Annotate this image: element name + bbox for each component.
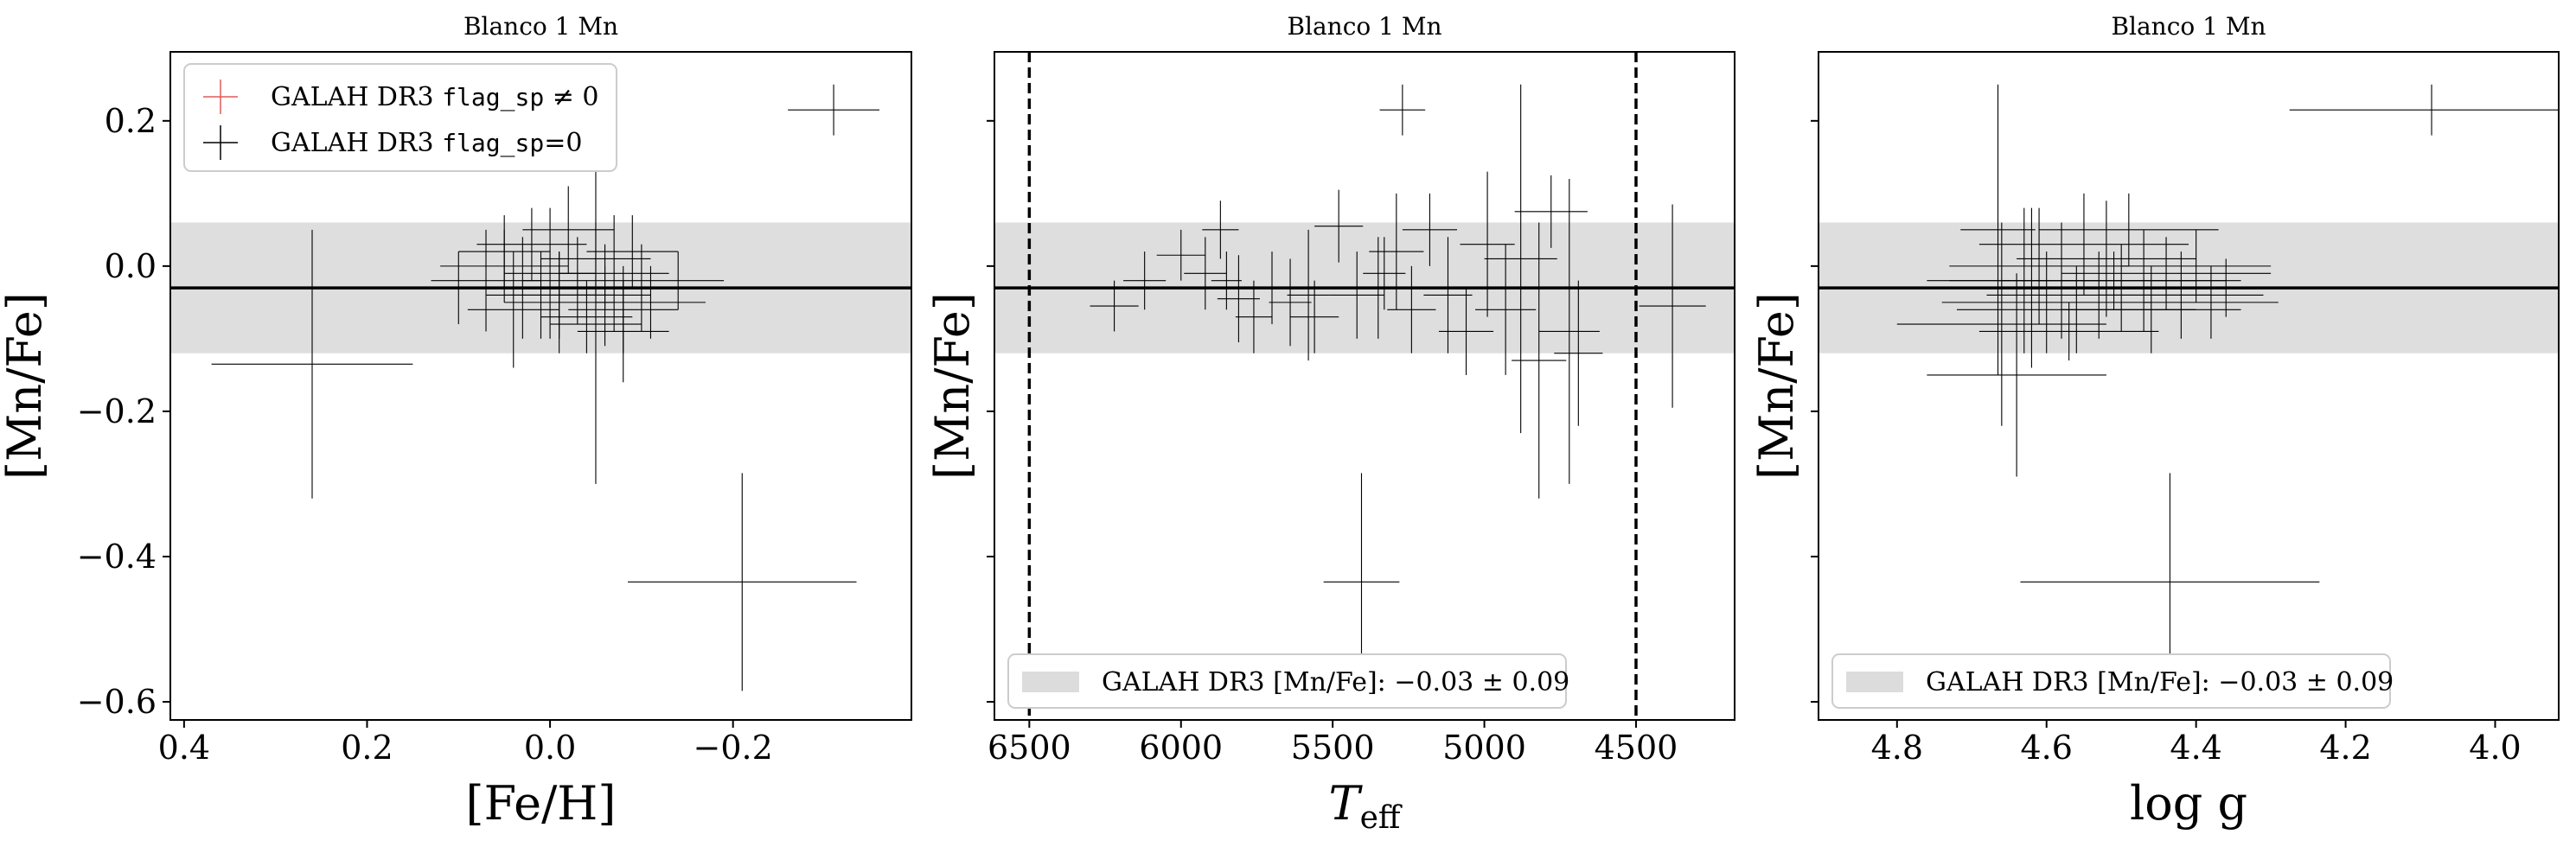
data-point xyxy=(467,252,559,368)
data-point xyxy=(628,473,857,691)
x-axis-label: log g xyxy=(2130,776,2247,831)
panel-1: 0.4 0.2 0.0 −0.2 0.2 0.0 −0.2 −0.4 −0.6 Blanco 1 … xyxy=(0,12,912,831)
data-point xyxy=(1402,193,1457,266)
x-tick-label: 6000 xyxy=(1139,729,1223,767)
data-point xyxy=(577,280,669,383)
x-tick-label: 4.0 xyxy=(2469,729,2521,767)
data-point xyxy=(1438,288,1494,375)
data-point xyxy=(1290,280,1339,353)
legend-box xyxy=(1831,653,2391,709)
axes-frame xyxy=(1818,51,2560,721)
data-point xyxy=(1512,222,1567,499)
data-point xyxy=(1156,229,1205,281)
data-point xyxy=(1475,244,1537,375)
data-point xyxy=(1379,84,1426,136)
data-point xyxy=(211,229,413,499)
data-point xyxy=(1538,179,1600,484)
data-point xyxy=(1941,252,2151,353)
data-point xyxy=(1960,84,2036,375)
plot-area xyxy=(994,52,1735,720)
data-point xyxy=(1978,302,2159,361)
panel-title: Blanco 1 Mn xyxy=(463,12,618,41)
x-tick-label: 0.4 xyxy=(158,729,210,767)
data-point xyxy=(1363,237,1406,310)
data-point xyxy=(1639,204,1706,408)
x-tick-label: 0.2 xyxy=(341,729,393,767)
x-tick-label: −0.2 xyxy=(694,729,773,767)
data-point xyxy=(1202,201,1239,259)
legend: GALAH DR3 [Mn/Fe]: −0.03 ± 0.09 xyxy=(1007,653,1569,709)
y-axis-label: [Mn/Fe] xyxy=(0,292,52,480)
data-point xyxy=(1184,237,1227,310)
data-point xyxy=(1314,189,1364,263)
x-tick-label: 5500 xyxy=(1291,729,1375,767)
data-point xyxy=(788,84,879,136)
data-point xyxy=(1423,237,1473,353)
plot-area xyxy=(1819,84,2559,691)
data-point xyxy=(540,280,633,353)
y-tick-label: 0.2 xyxy=(105,102,157,140)
legend-box xyxy=(1007,653,1567,709)
data-point xyxy=(2001,252,2227,310)
legend-label: GALAH DR3 [Mn/Fe]: −0.03 ± 0.09 xyxy=(1102,667,1569,697)
data-point xyxy=(550,164,642,484)
legend-label: GALAH DR3 flag_sp=0 xyxy=(271,128,582,158)
data-point xyxy=(632,252,725,310)
panel-3: 4.8 4.6 4.4 4.2 4.0 Blanco 1 Mn log g [Mn/Fe] GA… xyxy=(1749,12,2560,831)
panel-title: Blanco 1 Mn xyxy=(1287,12,1441,41)
legend-swatch xyxy=(1022,672,1079,692)
data-point xyxy=(1217,255,1260,343)
data-point xyxy=(1211,252,1242,310)
legend-box xyxy=(183,63,617,172)
x-tick-label: 5000 xyxy=(1442,729,1526,767)
data-point xyxy=(1978,193,2189,296)
legend-label: GALAH DR3 flag_sp ≠ 0 xyxy=(271,82,599,112)
data-point xyxy=(1287,229,1330,361)
x-tick-label: 6500 xyxy=(988,729,1071,767)
x-axis-label: Teff xyxy=(1329,776,1403,836)
data-point xyxy=(2039,193,2219,266)
y-tick-label: −0.2 xyxy=(77,392,157,430)
panel-2: 6500 6000 5500 5000 4500 Blanco 1 Mn Teff [Mn/F… xyxy=(925,12,1735,836)
y-tick-label: −0.4 xyxy=(77,538,157,576)
y-tick-label: 0.0 xyxy=(105,247,157,285)
x-tick-label: 4500 xyxy=(1595,729,1678,767)
panel-title: Blanco 1 Mn xyxy=(2111,12,2266,41)
data-point xyxy=(2144,265,2279,339)
data-point xyxy=(1123,252,1167,310)
data-point xyxy=(458,215,551,289)
y-axis-label: [Mn/Fe] xyxy=(1749,292,1804,480)
data-point xyxy=(1514,175,1588,248)
plot-area xyxy=(170,84,911,691)
y-tick-label: −0.6 xyxy=(77,683,157,721)
x-tick-label: 4.4 xyxy=(2170,729,2221,767)
data-point xyxy=(1927,273,2106,477)
data-point xyxy=(1269,258,1312,347)
x-tick-label: 4.6 xyxy=(2020,729,2072,767)
y-axis-label: [Mn/Fe] xyxy=(925,292,980,480)
data-point xyxy=(2289,84,2559,136)
legend: GALAH DR3 [Mn/Fe]: −0.03 ± 0.09 xyxy=(1831,653,2394,709)
legend: GALAH DR3 flag_sp ≠ 0 GALAH DR3 flag_sp=0 xyxy=(183,63,617,172)
data-point xyxy=(1484,84,1557,434)
x-axis-label: [Fe/H] xyxy=(466,776,617,831)
axes-frame xyxy=(169,51,912,721)
axes-frame xyxy=(994,51,1735,721)
data-point xyxy=(586,215,679,289)
data-point xyxy=(595,265,706,339)
data-point xyxy=(1387,265,1436,353)
data-point xyxy=(1235,280,1272,353)
data-point xyxy=(1896,222,2106,426)
x-tick-label: 4.8 xyxy=(1871,729,1923,767)
legend-swatch xyxy=(1846,672,1903,692)
data-point xyxy=(1329,252,1384,339)
data-point xyxy=(1554,280,1603,426)
x-tick-label: 0.0 xyxy=(524,729,576,767)
data-point xyxy=(2061,237,2272,310)
data-point xyxy=(1369,193,1424,310)
x-tick-label: 4.2 xyxy=(2319,729,2371,767)
legend-label: GALAH DR3 [Mn/Fe]: −0.03 ± 0.09 xyxy=(1926,667,2394,697)
data-point xyxy=(2121,229,2272,302)
